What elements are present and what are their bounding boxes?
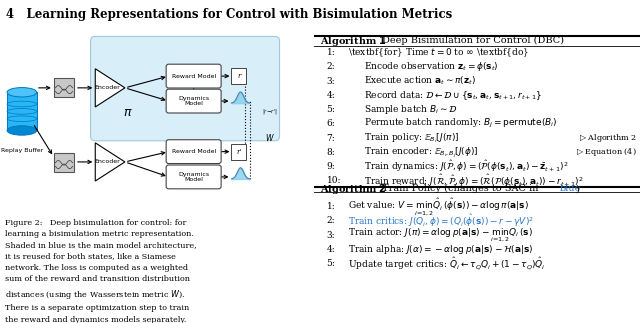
Text: Replay Buffer: Replay Buffer (1, 148, 43, 153)
Text: ): ) (576, 184, 580, 193)
Text: 9:: 9: (326, 162, 335, 171)
Text: Train policy: $\mathbb{E}_{B_i}[J(\pi)]$: Train policy: $\mathbb{E}_{B_i}[J(\pi)]$ (364, 131, 460, 145)
Text: Dynamics
Model: Dynamics Model (178, 172, 209, 182)
FancyBboxPatch shape (232, 144, 246, 160)
Text: Train alpha: $J(\alpha) = -\alpha \log p(\mathbf{a}|\mathbf{s}) - \mathcal{H}(\m: Train alpha: $J(\alpha) = -\alpha \log p… (348, 243, 533, 256)
Text: Algorithm $\mathbf{1}$: Algorithm $\mathbf{1}$ (320, 34, 387, 48)
Text: Encoder: Encoder (95, 85, 120, 90)
FancyBboxPatch shape (166, 165, 221, 189)
Text: $\triangleright$ Equation (4): $\triangleright$ Equation (4) (576, 146, 637, 158)
Text: 2:: 2: (326, 216, 335, 225)
Bar (7, 92, 36, 130)
Text: 1:: 1: (326, 202, 335, 211)
Text: 2:: 2: (326, 62, 335, 71)
Text: Reward Model: Reward Model (172, 74, 216, 78)
Text: Record data: $\mathcal{D} \leftarrow \mathcal{D} \cup \{\mathbf{s}_t, \mathbf{a}: Record data: $\mathcal{D} \leftarrow \ma… (364, 89, 543, 102)
Text: Deep Bisimulation for Control (DBC): Deep Bisimulation for Control (DBC) (382, 36, 564, 46)
FancyBboxPatch shape (91, 36, 280, 141)
Text: 8:: 8: (326, 148, 335, 157)
Ellipse shape (7, 126, 36, 135)
FancyBboxPatch shape (166, 89, 221, 113)
Text: 4:: 4: (326, 245, 335, 254)
Text: $\triangleright$ Algorithm 2: $\triangleright$ Algorithm 2 (579, 132, 637, 144)
Text: r: r (237, 72, 241, 80)
Text: 4   Learning Representations for Control with Bisimulation Metrics: 4 Learning Representations for Control w… (6, 8, 452, 21)
Text: $|r{-}r'|$: $|r{-}r'|$ (262, 108, 278, 118)
Text: Get value: $V = \min_{i=1,2} \hat{Q}_i(\hat{\phi}(\mathbf{s})) - \alpha \log \pi: Get value: $V = \min_{i=1,2} \hat{Q}_i(\… (348, 196, 529, 217)
Text: Encoder: Encoder (95, 160, 120, 164)
Text: Train critics: $J(Q_i, \phi) = (Q_i(\hat{\phi}(\mathbf{s})) - r - \gamma V)^2$: Train critics: $J(Q_i, \phi) = (Q_i(\hat… (348, 213, 534, 229)
Text: \textbf{for} Time $t = 0$ to $\infty$ \textbf{do}: \textbf{for} Time $t = 0$ to $\infty$ \t… (348, 46, 529, 59)
Text: $\pi$: $\pi$ (124, 106, 133, 119)
Text: 10:: 10: (326, 176, 341, 185)
FancyBboxPatch shape (232, 68, 246, 84)
Text: Sample batch $B_i \sim \mathcal{D}$: Sample batch $B_i \sim \mathcal{D}$ (364, 103, 458, 116)
Text: Reward Model: Reward Model (172, 149, 216, 154)
Text: 7:: 7: (326, 134, 335, 143)
Polygon shape (95, 69, 125, 107)
FancyBboxPatch shape (166, 64, 221, 88)
Text: $W$: $W$ (266, 132, 275, 143)
Text: 5:: 5: (326, 105, 335, 114)
Text: Permute batch randomly: $B_j = \mathrm{permute}(B_i)$: Permute batch randomly: $B_j = \mathrm{p… (364, 117, 557, 130)
Text: r': r' (236, 148, 241, 156)
Text: Execute action $\mathbf{a}_t \sim \pi(\mathbf{z}_t)$: Execute action $\mathbf{a}_t \sim \pi(\m… (364, 75, 476, 87)
Text: 5:: 5: (326, 259, 335, 268)
Text: Train reward: $J(\hat{\mathcal{R}},\hat{\mathcal{P}},\phi) = (\hat{\mathcal{R}}(: Train reward: $J(\hat{\mathcal{R}},\hat{… (364, 172, 584, 189)
FancyBboxPatch shape (166, 140, 221, 163)
Text: 6:: 6: (326, 120, 335, 128)
Text: blue: blue (560, 184, 581, 193)
FancyBboxPatch shape (54, 78, 74, 98)
Text: 4:: 4: (326, 91, 335, 100)
Ellipse shape (7, 88, 36, 97)
Text: Train encoder: $\mathbb{E}_{B_i, B_j}[J(\phi)]$: Train encoder: $\mathbb{E}_{B_i, B_j}[J(… (364, 145, 479, 160)
Text: Train dynamics: $J(\hat{\mathcal{P}},\phi) = (\hat{\mathcal{P}}(\phi(\mathbf{s}_: Train dynamics: $J(\hat{\mathcal{P}},\ph… (364, 159, 569, 174)
Text: 1:: 1: (326, 48, 335, 57)
FancyBboxPatch shape (54, 153, 74, 172)
Text: Train Policy (changes to SAC in: Train Policy (changes to SAC in (382, 184, 541, 193)
Text: Figure 2:   Deep bisimulation for control: for
learning a bisimulation metric re: Figure 2: Deep bisimulation for control:… (4, 219, 196, 323)
Text: 3:: 3: (326, 231, 335, 240)
Text: 3:: 3: (326, 77, 335, 86)
Text: Update target critics: $\hat{Q}_i \leftarrow \tau_Q Q_i + (1 - \tau_Q)\hat{Q}_i$: Update target critics: $\hat{Q}_i \lefta… (348, 255, 545, 272)
Polygon shape (95, 143, 125, 181)
Text: Encode observation $\mathbf{z}_t = \phi(\mathbf{s}_t)$: Encode observation $\mathbf{z}_t = \phi(… (364, 60, 499, 73)
Text: Algorithm $\mathbf{2}$: Algorithm $\mathbf{2}$ (320, 182, 387, 196)
Text: Train actor: $J(\pi) = \alpha \log p(\mathbf{a}|\mathbf{s}) - \min_{i=1,2} Q_i(\: Train actor: $J(\pi) = \alpha \log p(\ma… (348, 226, 532, 244)
Text: Dynamics
Model: Dynamics Model (178, 96, 209, 107)
